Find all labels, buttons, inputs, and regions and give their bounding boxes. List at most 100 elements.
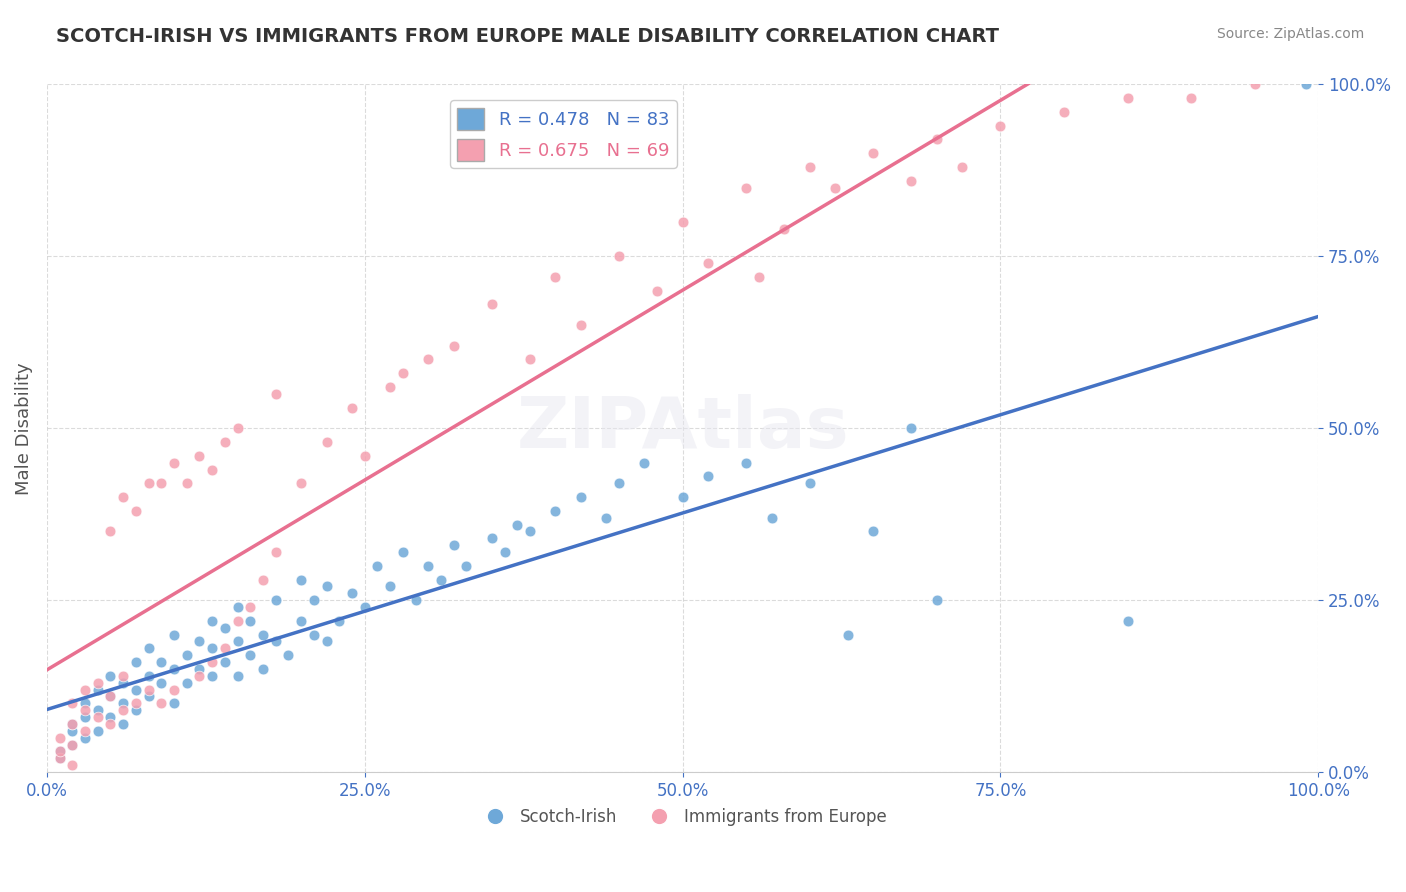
Point — [481, 297, 503, 311]
Point — [950, 160, 973, 174]
Point — [443, 538, 465, 552]
Point — [315, 579, 337, 593]
Point — [48, 744, 70, 758]
Point — [73, 731, 96, 745]
Point — [405, 593, 427, 607]
Point — [87, 710, 110, 724]
Point — [73, 710, 96, 724]
Point — [735, 180, 758, 194]
Point — [138, 682, 160, 697]
Point — [48, 751, 70, 765]
Point — [290, 476, 312, 491]
Point — [544, 270, 567, 285]
Point — [1116, 614, 1139, 628]
Point — [100, 690, 122, 704]
Point — [201, 669, 224, 683]
Point — [188, 634, 211, 648]
Point — [226, 600, 249, 615]
Point — [290, 573, 312, 587]
Point — [201, 462, 224, 476]
Point — [60, 723, 83, 738]
Point — [1116, 91, 1139, 105]
Point — [73, 682, 96, 697]
Point — [188, 669, 211, 683]
Point — [925, 132, 948, 146]
Point — [340, 401, 363, 415]
Point — [366, 558, 388, 573]
Point — [226, 669, 249, 683]
Point — [214, 641, 236, 656]
Point — [315, 634, 337, 648]
Point — [264, 634, 287, 648]
Point — [1243, 78, 1265, 92]
Point — [378, 579, 401, 593]
Point — [138, 690, 160, 704]
Point — [519, 352, 541, 367]
Point — [862, 524, 884, 539]
Point — [201, 641, 224, 656]
Point — [481, 531, 503, 545]
Point — [100, 690, 122, 704]
Point — [633, 456, 655, 470]
Point — [392, 545, 415, 559]
Point — [100, 710, 122, 724]
Point — [188, 662, 211, 676]
Point — [60, 758, 83, 772]
Point — [87, 723, 110, 738]
Point — [112, 696, 135, 710]
Point — [328, 614, 350, 628]
Y-axis label: Male Disability: Male Disability — [15, 362, 32, 494]
Point — [443, 339, 465, 353]
Point — [990, 119, 1012, 133]
Point — [48, 744, 70, 758]
Point — [239, 600, 262, 615]
Point — [73, 696, 96, 710]
Point — [226, 421, 249, 435]
Point — [671, 490, 693, 504]
Point — [201, 655, 224, 669]
Text: SCOTCH-IRISH VS IMMIGRANTS FROM EUROPE MALE DISABILITY CORRELATION CHART: SCOTCH-IRISH VS IMMIGRANTS FROM EUROPE M… — [56, 27, 1000, 45]
Point — [60, 696, 83, 710]
Point — [150, 675, 173, 690]
Point — [1295, 78, 1317, 92]
Point — [163, 456, 186, 470]
Point — [176, 675, 198, 690]
Legend: Scotch-Irish, Immigrants from Europe: Scotch-Irish, Immigrants from Europe — [471, 801, 893, 832]
Point — [456, 558, 478, 573]
Point — [112, 669, 135, 683]
Point — [264, 545, 287, 559]
Point — [378, 380, 401, 394]
Point — [277, 648, 299, 662]
Point — [595, 510, 617, 524]
Text: Source: ZipAtlas.com: Source: ZipAtlas.com — [1216, 27, 1364, 41]
Point — [824, 180, 846, 194]
Point — [125, 703, 148, 717]
Point — [201, 614, 224, 628]
Point — [73, 723, 96, 738]
Point — [900, 174, 922, 188]
Point — [125, 504, 148, 518]
Point — [163, 682, 186, 697]
Point — [226, 634, 249, 648]
Point — [418, 558, 440, 573]
Point — [925, 593, 948, 607]
Point — [125, 682, 148, 697]
Point — [138, 641, 160, 656]
Point — [87, 703, 110, 717]
Point — [163, 696, 186, 710]
Point — [87, 675, 110, 690]
Point — [773, 222, 796, 236]
Point — [761, 510, 783, 524]
Point — [418, 352, 440, 367]
Point — [214, 621, 236, 635]
Point — [138, 476, 160, 491]
Point — [315, 435, 337, 450]
Point — [226, 614, 249, 628]
Point — [112, 703, 135, 717]
Point — [340, 586, 363, 600]
Point — [112, 675, 135, 690]
Point — [188, 449, 211, 463]
Point — [150, 655, 173, 669]
Point — [799, 160, 821, 174]
Point — [1053, 104, 1076, 119]
